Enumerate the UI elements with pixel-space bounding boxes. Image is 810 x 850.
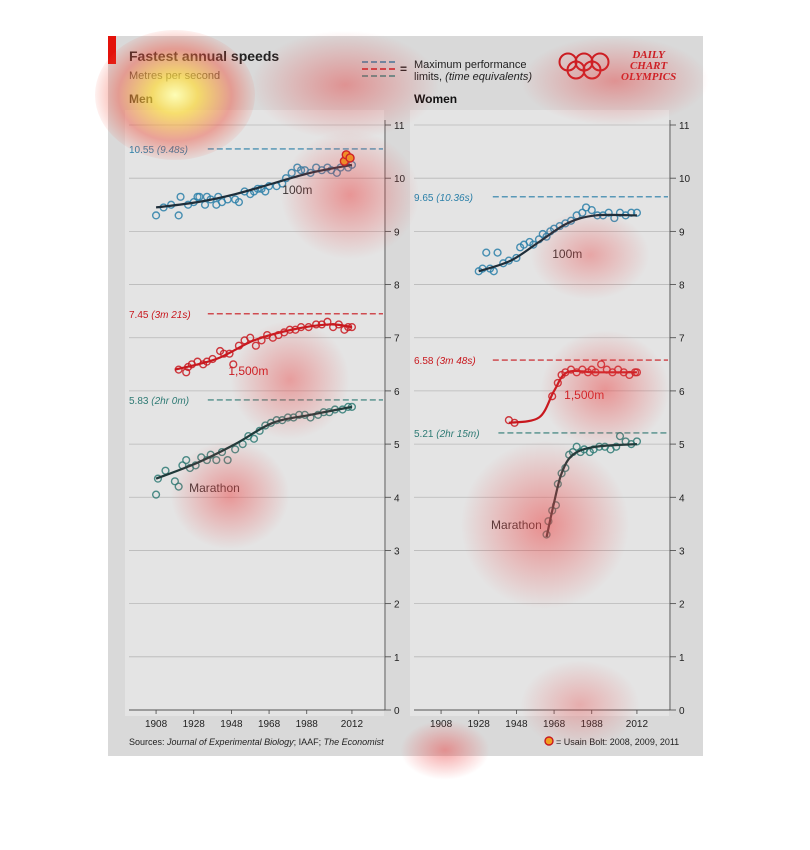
x-tick-label: 2012 xyxy=(341,719,364,730)
data-point xyxy=(251,341,260,350)
limit-label: 9.65 (10.36s) xyxy=(414,193,473,204)
legend-equals: = xyxy=(400,62,408,76)
x-tick-label: 1968 xyxy=(258,719,281,730)
data-point xyxy=(587,205,596,215)
x-tick-label: 1988 xyxy=(296,719,319,730)
x-tick-label: 1988 xyxy=(581,719,604,730)
x-tick-label: 1908 xyxy=(145,719,168,730)
y-tick-label: 7 xyxy=(394,334,400,345)
limit-label: 10.55 (9.48s) xyxy=(129,145,188,156)
y-tick-label: 6 xyxy=(679,387,685,398)
y-tick-label: 11 xyxy=(679,121,690,132)
y-tick-label: 5 xyxy=(394,440,400,451)
data-point xyxy=(578,208,587,217)
limit-label: 6.58 (3m 48s) xyxy=(414,356,476,367)
series-label: 1,500m xyxy=(564,388,604,402)
y-tick-label: 9 xyxy=(394,227,400,238)
women-panel: 0 1 2 3 4 5 6 7 8 9 10 11 1908 1928 1948 1968 1988 2012 9.… xyxy=(410,110,691,730)
data-point xyxy=(195,192,204,201)
bolt-note: = Usain Bolt: 2008, 2009, 2011 xyxy=(556,737,680,747)
data-point xyxy=(482,248,491,257)
data-point xyxy=(182,368,191,377)
y-tick-label: 7 xyxy=(679,334,685,345)
series-label: 1,500m xyxy=(228,364,268,378)
series-label: Marathon xyxy=(189,481,240,495)
data-point xyxy=(174,211,183,220)
data-point xyxy=(261,187,270,196)
legend-line2-italic: (time equivalents) xyxy=(445,71,532,83)
y-tick-label: 2 xyxy=(394,600,400,611)
logo-line3: OLYMPICS xyxy=(621,71,677,83)
y-tick-label: 4 xyxy=(394,493,400,504)
data-point xyxy=(153,474,163,483)
y-tick-label: 8 xyxy=(679,281,685,292)
legend-line1: Maximum performance xyxy=(414,59,527,71)
bolt-point xyxy=(345,153,355,163)
series-label: Marathon xyxy=(491,518,542,532)
logo-ring xyxy=(582,60,602,80)
limit-label: 5.21 (2hr 15m) xyxy=(414,429,480,440)
logo-text: DAILY CHART OLYMPICS xyxy=(621,50,676,83)
limit-label: 7.45 (3m 21s) xyxy=(129,310,191,321)
data-point xyxy=(604,208,613,217)
panel-plot-area xyxy=(125,110,384,716)
y-tick-label: 6 xyxy=(394,387,400,398)
trend-line xyxy=(478,213,637,273)
y-tick-label: 1 xyxy=(394,653,400,664)
data-point xyxy=(151,211,161,220)
data-point xyxy=(229,360,238,369)
source-journal: Journal of Experimental Biology xyxy=(167,737,294,747)
y-tick-label: 11 xyxy=(394,121,405,132)
legend-line2-prefix: limits, xyxy=(414,71,446,83)
data-point xyxy=(234,198,244,207)
y-tick-label: 1 xyxy=(679,653,685,664)
source-economist: The Economist xyxy=(323,737,384,747)
y-tick-label: 0 xyxy=(394,706,400,717)
limit-label: 5.83 (2hr 0m) xyxy=(129,396,189,407)
data-point xyxy=(512,253,521,263)
y-tick-label: 5 xyxy=(679,440,685,451)
bolt-legend-marker xyxy=(544,736,554,746)
y-tick-label: 3 xyxy=(394,546,400,557)
logo-line2: CHART xyxy=(629,60,668,72)
data-point xyxy=(493,248,502,257)
x-tick-label: 1908 xyxy=(430,719,453,730)
trend-line xyxy=(174,323,353,371)
y-tick-label: 9 xyxy=(679,227,685,238)
data-point xyxy=(176,192,185,201)
y-tick-label: 10 xyxy=(394,174,406,185)
women-panel-label: Women xyxy=(414,92,458,106)
source-prefix: Sources: xyxy=(129,737,168,747)
series-label: 100m xyxy=(282,183,312,197)
y-tick-label: 4 xyxy=(679,493,685,504)
y-tick-label: 8 xyxy=(394,281,400,292)
x-tick-label: 1928 xyxy=(468,719,491,730)
x-tick-label: 1948 xyxy=(220,719,243,730)
x-tick-label: 1968 xyxy=(543,719,566,730)
legend-text: Maximum performance limits, (time equiva… xyxy=(414,59,532,83)
logo-line1: DAILY xyxy=(632,49,665,61)
men-panel: 0 1 2 3 4 5 6 7 8 9 10 11 1908 1928 1948 1968 1988 2012 10… xyxy=(125,110,406,730)
series-label: 100m xyxy=(552,247,582,261)
data-point xyxy=(542,232,551,241)
x-tick-label: 1928 xyxy=(183,719,206,730)
y-tick-label: 2 xyxy=(679,600,685,611)
data-point xyxy=(295,410,304,419)
source-note: Sources: Journal of Experimental Biology… xyxy=(129,737,384,747)
x-tick-label: 2012 xyxy=(626,719,649,730)
x-tick-label: 1948 xyxy=(505,719,528,730)
source-mid: ; IAAF; xyxy=(293,737,324,747)
y-tick-label: 0 xyxy=(679,706,685,717)
y-tick-label: 3 xyxy=(679,546,685,557)
data-point xyxy=(151,490,161,499)
y-tick-label: 10 xyxy=(679,174,691,185)
